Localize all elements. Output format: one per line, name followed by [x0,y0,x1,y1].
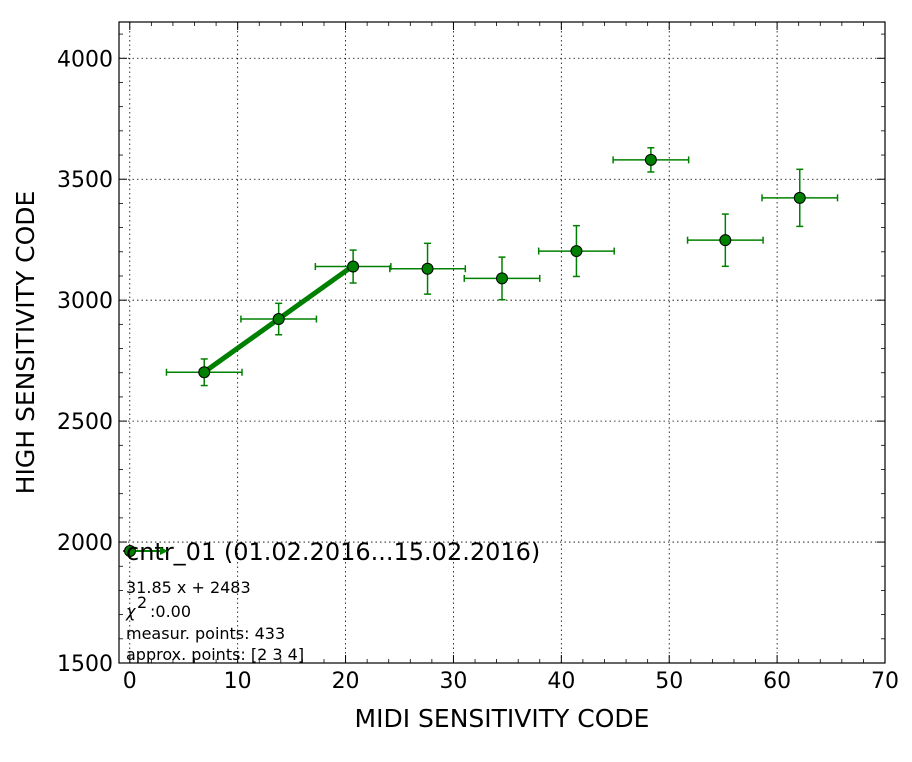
data-point [719,234,732,247]
x-tick-label: 60 [763,669,791,694]
x-tick-label: 0 [123,669,137,694]
data-point-group [240,302,318,336]
legend: cntr_01 (01.02.2016...15.02.2016) [123,538,540,566]
y-tick-label: 2000 [57,531,113,556]
x-tick-label: 20 [332,669,360,694]
grid [119,22,886,663]
data-point-group [314,249,392,284]
y-tick-label: 3000 [57,289,113,314]
y-axis-title: HIGH SENSITIVITY CODE [11,191,40,495]
x-tick-label: 40 [547,669,575,694]
data-point-group [165,358,243,387]
data-point [644,153,657,166]
x-axis-title: MIDI SENSITIVITY CODE [355,704,650,733]
y-tick-label: 1500 [57,652,113,677]
annotation-measured-points: measur. points: 433 [126,624,285,643]
data-point [347,260,360,273]
data-point-group [389,242,467,295]
y-tick-label: 4000 [57,47,113,72]
y-tick-label: 2500 [57,410,113,435]
data-point-group [686,213,764,268]
annotation-approx-points: approx. points: [2 3 4] [126,645,304,664]
plot-frame [118,21,886,664]
annotation-chi-symbol: χ [125,602,136,621]
data-point [421,262,434,275]
annotation-chi-superscript: 2 [137,593,147,612]
data-point-group [537,224,615,278]
annotation-block: 31.85 x + 2483 χ 2 :0.00 measur. points:… [125,578,304,664]
data-point [198,366,211,379]
annotation-chi-squared: :0.00 [150,602,191,621]
data-point [272,313,285,326]
annotation-fit-equation: 31.85 x + 2483 [126,578,251,597]
legend-marker [124,545,136,557]
legend-label: cntr_01 (01.02.2016...15.02.2016) [126,538,540,566]
data-point-group [612,147,690,173]
legend-arrow-head [160,547,168,555]
data-point-group [463,256,541,301]
data-point [496,272,508,285]
x-tick-label: 50 [655,669,683,694]
data-point [570,245,583,258]
x-tick-label: 70 [871,669,899,694]
y-tick-label: 3500 [57,168,113,193]
data-point [793,191,806,204]
data-point-group [761,168,839,228]
axis-ticks: 0 10 20 30 40 50 60 70 1500 2000 2500 3000 3500 4000 [57,22,899,694]
x-tick-label: 10 [224,669,252,694]
x-tick-label: 30 [439,669,467,694]
data-points [165,147,839,387]
